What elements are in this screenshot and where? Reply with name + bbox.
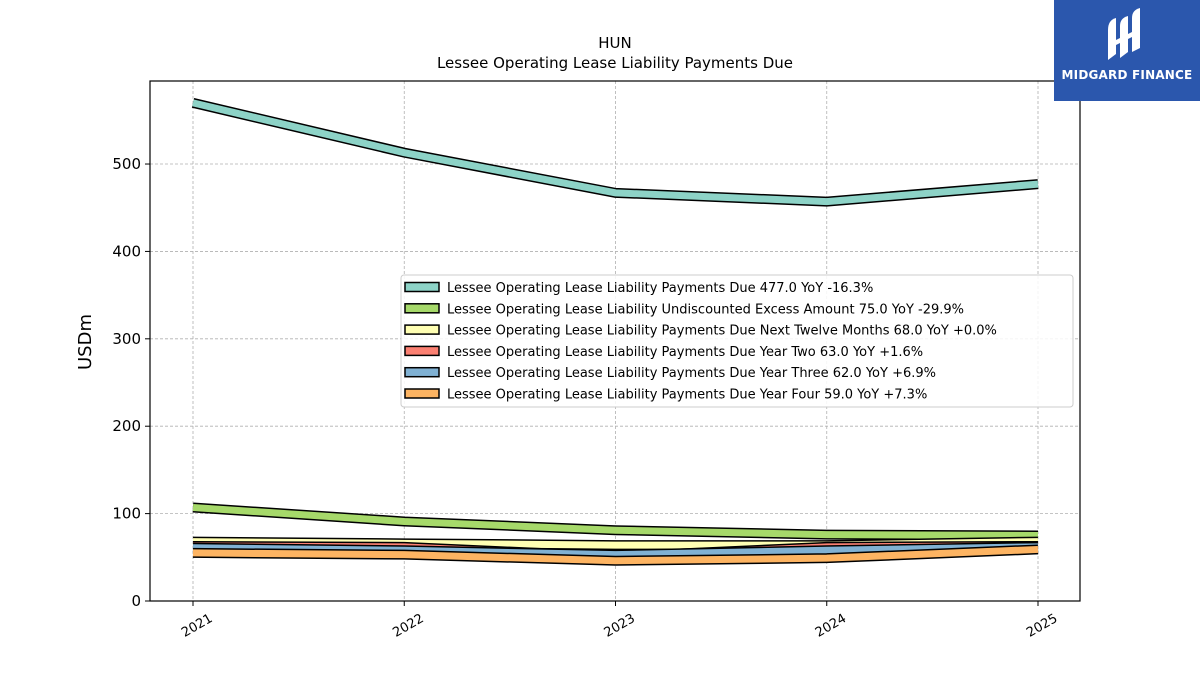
legend-swatch (404, 366, 440, 378)
logo-text: MIDGARD FINANCE (1061, 68, 1193, 82)
x-tick-label: 2024 (813, 611, 849, 641)
legend-swatch (404, 324, 440, 335)
series-line-6 (192, 545, 1039, 565)
y-tick-label: 400 (112, 242, 141, 260)
legend-swatch (404, 345, 440, 357)
chart-subtitle: Lessee Operating Lease Liability Payment… (437, 54, 793, 72)
y-axis-label: USDm (75, 314, 96, 370)
legend-swatch (404, 303, 440, 314)
y-tick-label: 100 (112, 505, 141, 523)
legend-swatch (404, 388, 440, 399)
legend-entry: Lessee Operating Lease Liability Payment… (447, 388, 927, 403)
logo-mark-icon (1108, 8, 1140, 60)
x-tick-label: 2022 (390, 611, 426, 641)
x-tick-label: 2025 (1024, 611, 1060, 641)
legend-box (400, 274, 1074, 408)
legend-entry: Lessee Operating Lease Liability Undisco… (447, 302, 964, 317)
company-logo: MIDGARD FINANCE (1054, 0, 1200, 101)
legend-entry: Lessee Operating Lease Liability Payment… (447, 324, 997, 339)
y-tick-label: 200 (112, 417, 141, 435)
chart-title: HUN (598, 34, 631, 52)
series-lines (191, 97, 1039, 566)
x-tick-label: 2021 (179, 611, 215, 641)
legend-entry: Lessee Operating Lease Liability Payment… (447, 345, 923, 360)
y-tick-label: 0 (131, 592, 141, 610)
legend-entry: Lessee Operating Lease Liability Payment… (447, 281, 873, 296)
x-tick-label: 2023 (602, 611, 638, 641)
series-line-1 (192, 99, 1039, 206)
legend-entry: Lessee Operating Lease Liability Payment… (447, 366, 936, 381)
legend: Lessee Operating Lease Liability Payment… (400, 274, 1074, 408)
legend-swatch (404, 281, 440, 293)
y-tick-label: 500 (112, 155, 141, 173)
y-tick-label: 300 (112, 330, 141, 348)
series-line-2 (192, 503, 1039, 539)
